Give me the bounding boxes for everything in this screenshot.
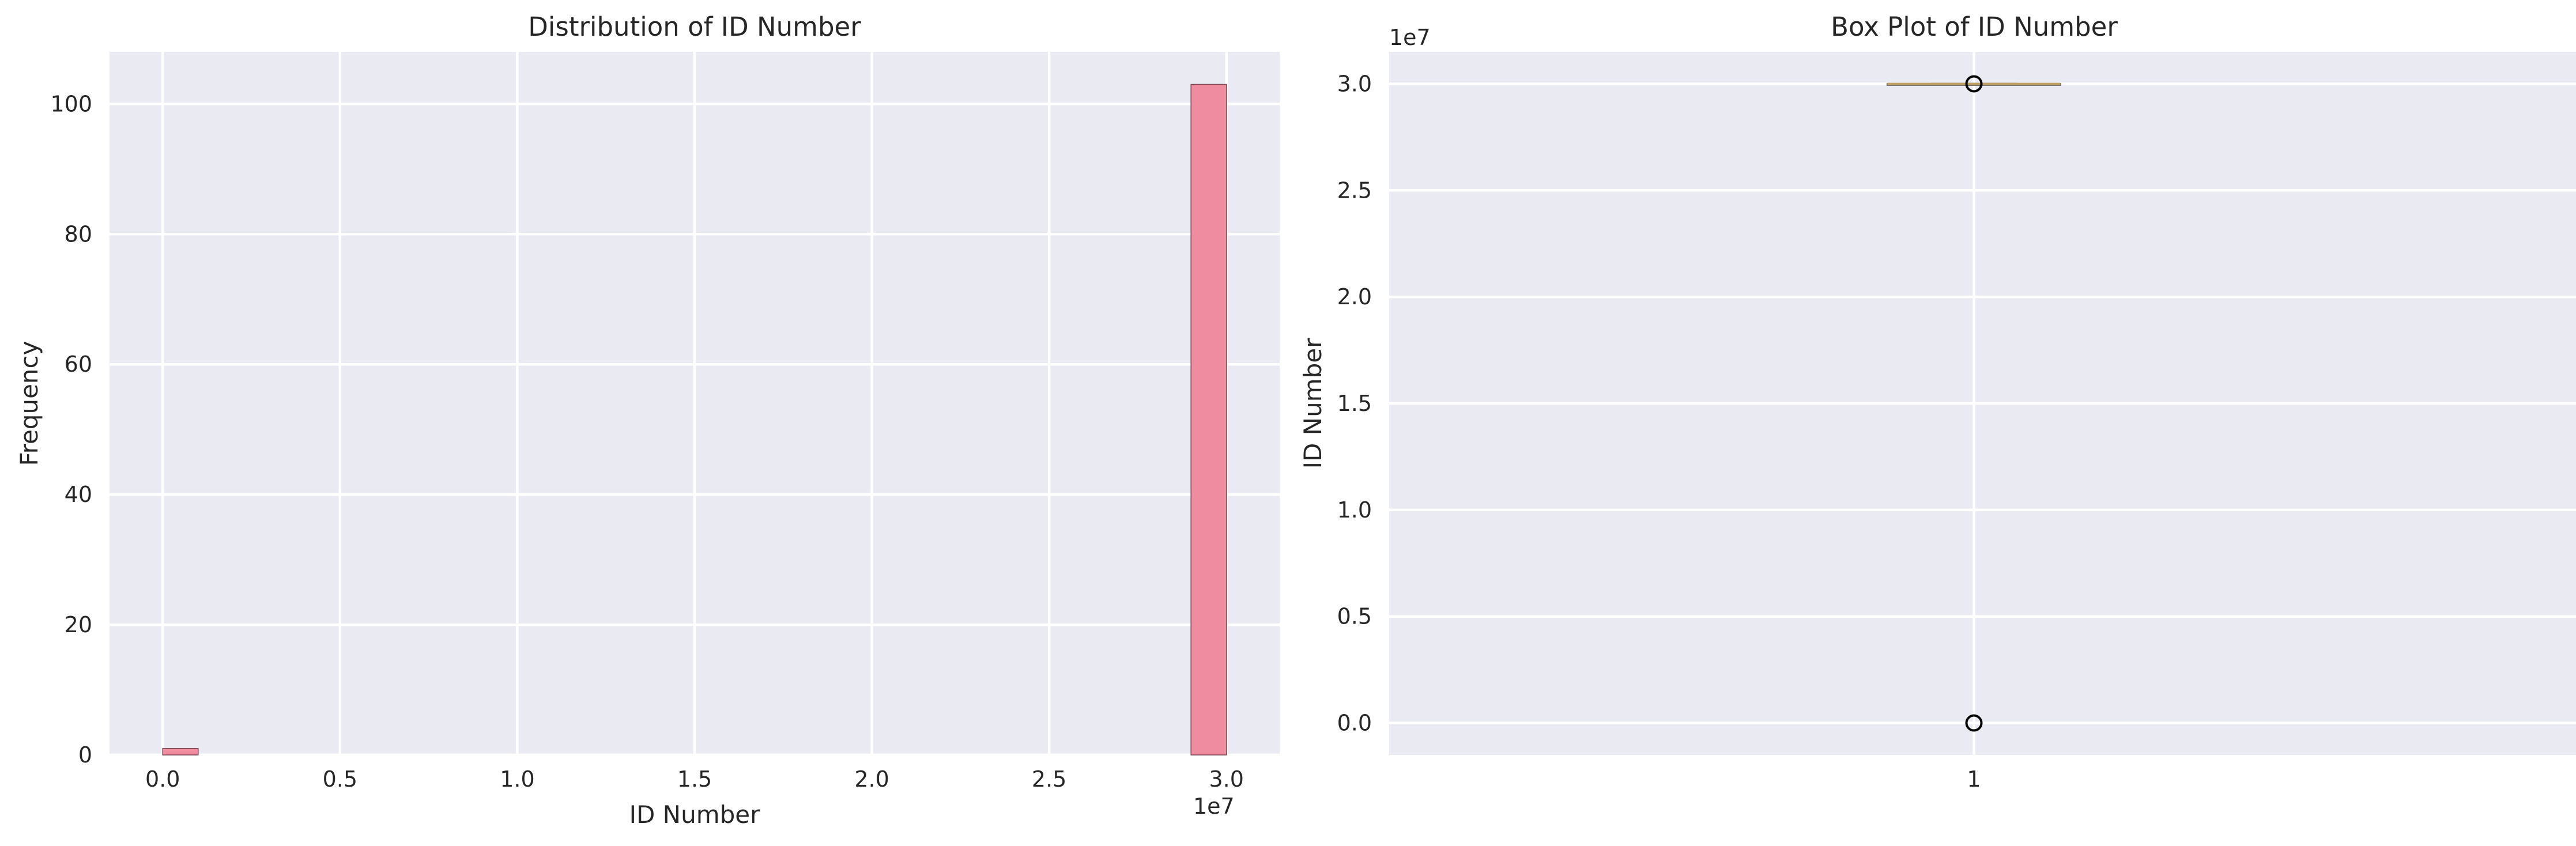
boxplot-y-tick-label: 0.5 bbox=[1337, 604, 1372, 629]
histogram-y-ticks: 0 20 40 60 80 100 bbox=[50, 91, 92, 768]
boxplot-y-tick-label: 2.5 bbox=[1337, 177, 1372, 203]
boxplot-y-offset-label: 1e7 bbox=[1389, 25, 1431, 50]
histogram-title: Distribution of ID Number bbox=[528, 12, 861, 42]
histogram-bars bbox=[162, 84, 1227, 756]
histogram-x-tick-label: 3.0 bbox=[1209, 766, 1244, 792]
histogram-bar bbox=[162, 747, 199, 756]
histogram-y-tick-label: 100 bbox=[50, 91, 92, 116]
boxplot-grid bbox=[1389, 52, 2576, 755]
histogram-x-tick-label: 1.5 bbox=[677, 766, 712, 792]
boxplot-y-ticks: 0.0 0.5 1.0 1.5 2.0 2.5 3.0 bbox=[1337, 71, 1372, 735]
histogram-y-tick-label: 60 bbox=[65, 352, 92, 377]
histogram-x-tick-label: 2.5 bbox=[1032, 766, 1066, 792]
boxplot-x-ticks: 1 bbox=[1967, 766, 1981, 792]
boxplot-y-tick-label: 1.0 bbox=[1337, 497, 1372, 523]
histogram-y-axis-label: Frequency bbox=[15, 341, 43, 466]
boxplot-x-tick-label: 1 bbox=[1967, 766, 1981, 792]
boxplot-outlier-point bbox=[1965, 75, 1983, 93]
histogram-x-tick-label: 2.0 bbox=[854, 766, 889, 792]
histogram-y-tick-label: 0 bbox=[78, 742, 92, 768]
histogram-grid bbox=[110, 52, 1280, 757]
boxplot-panel: 0.0 0.5 1.0 1.5 2.0 2.5 3.0 1 Box Plot of ID N… bbox=[1299, 12, 2576, 792]
boxplot-outlier-point bbox=[1965, 714, 1983, 732]
histogram-bar bbox=[1190, 84, 1227, 756]
histogram-panel: 0.0 0.5 1.0 1.5 2.0 2.5 3.0 0 20 40 60 80 100 Distr… bbox=[15, 12, 1280, 829]
boxplot-title: Box Plot of ID Number bbox=[1831, 12, 2118, 42]
histogram-y-tick-label: 20 bbox=[65, 612, 92, 637]
histogram-y-tick-label: 80 bbox=[65, 221, 92, 247]
histogram-x-ticks: 0.0 0.5 1.0 1.5 2.0 2.5 3.0 bbox=[145, 766, 1244, 792]
boxplot-y-tick-label: 2.0 bbox=[1337, 284, 1372, 309]
boxplot-y-tick-label: 1.5 bbox=[1337, 391, 1372, 416]
boxplot-y-tick-label: 3.0 bbox=[1337, 71, 1372, 96]
boxplot-marks bbox=[1887, 75, 2061, 732]
histogram-x-tick-label: 0.0 bbox=[145, 766, 180, 792]
histogram-x-tick-label: 1.0 bbox=[500, 766, 534, 792]
histogram-x-tick-label: 0.5 bbox=[323, 766, 357, 792]
boxplot-y-tick-label: 0.0 bbox=[1337, 711, 1372, 736]
histogram-x-offset-label: 1e7 bbox=[1193, 794, 1235, 819]
boxplot-y-axis-label: ID Number bbox=[1299, 338, 1327, 469]
histogram-y-tick-label: 40 bbox=[65, 482, 92, 507]
histogram-x-axis-label: ID Number bbox=[629, 800, 761, 829]
